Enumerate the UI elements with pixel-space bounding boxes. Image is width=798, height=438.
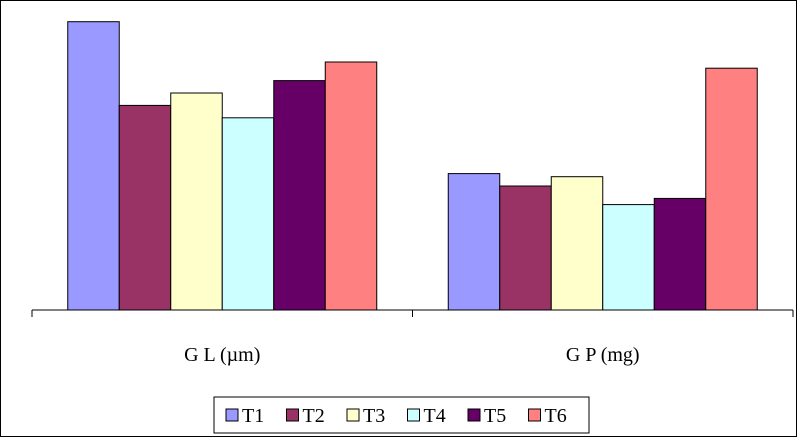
legend-border (213, 396, 590, 434)
legend-swatch-t3 (346, 408, 360, 422)
bar-t4-1 (221, 117, 275, 311)
legend-label-t6: T6 (545, 405, 567, 427)
legend-label-t2: T2 (303, 405, 325, 427)
bars-layer (67, 21, 758, 311)
bar-t3-1 (170, 92, 223, 311)
bar-t3-2 (550, 176, 604, 311)
legend: T1 T2 T3 T4 T5 T6 (213, 396, 590, 434)
legend-swatch-t2 (286, 408, 299, 422)
category-label: G L (µm) (184, 344, 260, 366)
legend-swatch-t6 (528, 408, 541, 422)
legend-label-t5: T5 (484, 405, 506, 427)
category-label: G P (mg) (566, 344, 640, 366)
legend-swatch-t4 (407, 408, 420, 422)
legend-swatch-t1 (225, 408, 239, 422)
bar-t6-2 (705, 67, 758, 311)
legend-swatch-t5 (467, 408, 481, 422)
bar-t6-1 (324, 61, 378, 311)
bar-t5-2 (653, 197, 707, 311)
legend-label-t1: T1 (242, 405, 264, 427)
bar-t2-1 (118, 104, 172, 311)
bar-t4-2 (602, 204, 655, 311)
bar-t2-2 (499, 185, 552, 311)
legend-label-t4: T4 (424, 405, 446, 427)
bar-t5-1 (273, 80, 326, 311)
legend-label-t3: T3 (363, 405, 385, 427)
bar-t1-2 (447, 173, 501, 311)
bar-t1-1 (67, 21, 120, 311)
category-labels: G L (µm) G P (mg) (184, 344, 640, 366)
